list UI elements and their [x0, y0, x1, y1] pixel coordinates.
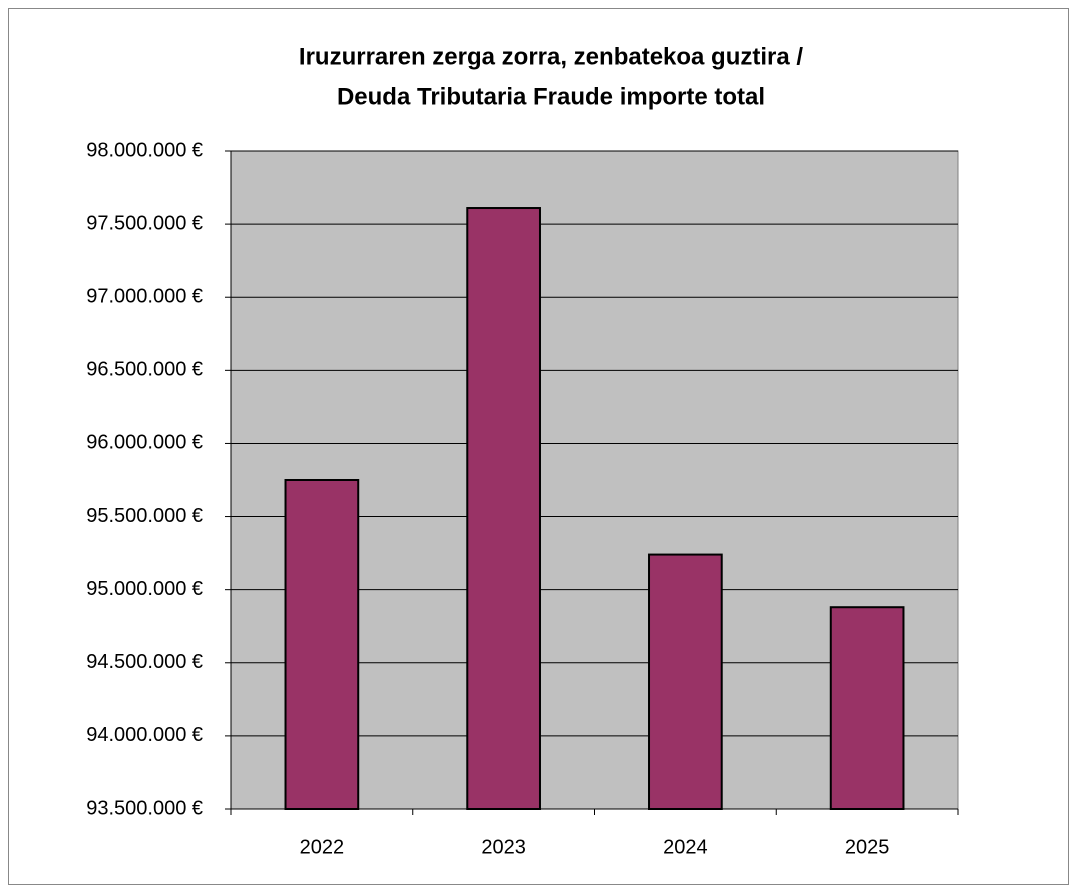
x-tick-label: 2025	[845, 836, 890, 858]
y-tick-label: 97.500.000 €	[86, 212, 203, 234]
y-tick-label: 95.500.000 €	[86, 505, 203, 527]
y-tick-label: 98.000.000 €	[86, 139, 203, 161]
y-tick-label: 95.000.000 €	[86, 578, 203, 600]
y-tick-label: 96.500.000 €	[86, 359, 203, 381]
x-tick-label: 2023	[481, 836, 526, 858]
chart-title: Deuda Tributaria Fraude importe total	[337, 83, 765, 110]
x-tick-label: 2024	[663, 836, 708, 858]
x-tick-label: 2022	[300, 836, 345, 858]
chart-title: Iruzurraren zerga zorra, zenbatekoa guzt…	[299, 43, 803, 70]
y-tick-label: 94.500.000 €	[86, 651, 203, 673]
y-tick-label: 97.000.000 €	[86, 286, 203, 308]
bar	[648, 553, 723, 810]
bar	[829, 606, 905, 810]
bar	[284, 479, 360, 810]
y-tick-label: 96.000.000 €	[86, 432, 203, 454]
y-tick-label: 93.500.000 €	[86, 797, 203, 819]
y-tick-label: 94.000.000 €	[86, 724, 203, 746]
bar	[466, 207, 541, 810]
